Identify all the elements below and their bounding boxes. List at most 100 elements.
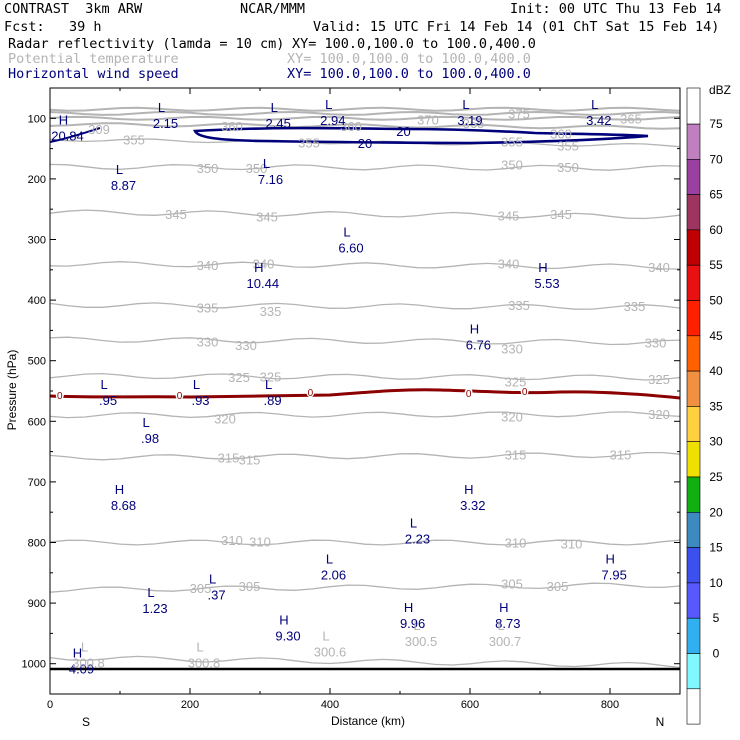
colorbar-swatch <box>686 159 701 195</box>
x-tick-label: 200 <box>181 699 199 711</box>
wind-extremum-value: 8.73 <box>495 616 520 631</box>
init-time: Init: 00 UTC Thu 13 Feb 14 <box>510 1 722 17</box>
colorbar-level: 5 <box>713 611 720 625</box>
theta-extremum-kind: L <box>322 629 329 644</box>
wind-extremum-kind: H <box>499 600 508 615</box>
wind-extremum-kind: L <box>591 97 598 112</box>
colorbar-level: 65 <box>709 188 723 202</box>
x-axis-label: Distance (km) <box>331 714 405 728</box>
theta-contour-305 <box>50 582 680 593</box>
wind-extremum-kind: H <box>279 612 288 627</box>
colorbar-swatch <box>686 582 701 619</box>
colorbar-level: 35 <box>709 399 723 413</box>
field-name-wind: Horizontal wind speed <box>8 66 179 82</box>
theta-label: 355 <box>123 133 145 148</box>
theta-contour-310 <box>50 539 680 546</box>
wind-extremum-kind: H <box>59 112 68 127</box>
wind-extremum-kind: L <box>271 100 278 115</box>
wind-speed-20-contour <box>193 126 649 145</box>
theta-label: 335 <box>624 299 646 314</box>
colorbar-swatch <box>686 511 701 548</box>
wind-extremum-kind: H <box>538 260 547 275</box>
field-xy-wind: XY= 100.0,100.0 to 100.0,400.0 <box>287 66 531 82</box>
theta-label: 350 <box>501 157 523 172</box>
wind-extremum-value: 6.76 <box>466 337 491 352</box>
theta-label: 315 <box>239 452 261 467</box>
theta-label: 335 <box>508 298 530 313</box>
colorbar-swatch <box>686 335 701 372</box>
field-name-theta: Potential temperature <box>8 51 179 67</box>
theta-label: 345 <box>256 209 278 224</box>
wind-extremum-kind: L <box>193 377 200 392</box>
colorbar-level: 70 <box>709 152 723 166</box>
theta-contours <box>50 106 680 669</box>
theta-label: 320 <box>501 409 523 424</box>
colorbar-unit: dBZ <box>709 83 731 97</box>
x-tick-label: 0 <box>47 699 53 711</box>
theta-label: 330 <box>501 342 523 357</box>
colorbar-level: 0 <box>713 647 720 661</box>
theta-label: 340 <box>498 257 520 272</box>
wind-extremum-kind: L <box>158 100 165 115</box>
north-label: N <box>656 715 665 729</box>
colorbar-level: 50 <box>709 294 723 308</box>
wind-label: 20 <box>358 136 372 151</box>
colorbar-swatch <box>686 229 701 266</box>
reflectivity-label-bg <box>464 387 473 398</box>
theta-contour-300 <box>50 655 680 669</box>
theta-label: 335 <box>197 300 219 315</box>
y-tick-label: 500 <box>28 356 46 368</box>
wind-extremum-kind: L <box>325 97 332 112</box>
theta-label: 315 <box>610 448 632 463</box>
theta-label: 310 <box>561 537 583 552</box>
wind-extremum-value: 5.53 <box>534 276 559 291</box>
field-name-reflectivity: Radar reflectivity (lamda = 10 cm) <box>8 36 285 52</box>
colorbar-swatch <box>686 476 701 513</box>
theta-contour-335 <box>50 302 680 310</box>
theta-label: 309 <box>88 122 110 137</box>
theta-label: 320 <box>648 407 670 422</box>
theta-label: 335 <box>260 304 282 319</box>
x-tick-label: 400 <box>321 699 339 711</box>
theta-label: 310 <box>249 534 271 549</box>
theta-contour-350 <box>50 163 680 171</box>
wind-extremum-kind: L <box>147 585 154 600</box>
wind-extremum-value: .89 <box>264 393 282 408</box>
theta-label: 350 <box>557 160 579 175</box>
y-tick-label: 600 <box>28 416 46 428</box>
theta-extremum-value: 300.8 <box>72 655 105 670</box>
y-tick-label: 100 <box>28 113 46 125</box>
wind-extremum-value: 2.94 <box>320 113 345 128</box>
wind-label: 20 <box>396 124 410 139</box>
wind-extremum-kind: H <box>470 321 479 336</box>
wind-extremum-kind: H <box>254 260 263 275</box>
reflectivity-label: 0 <box>57 391 63 402</box>
wind-extremum-value: .93 <box>191 393 209 408</box>
theta-extremum-value: 300.7 <box>489 634 522 649</box>
theta-contour-315 <box>50 451 680 461</box>
reflectivity-label-bg <box>306 387 315 398</box>
theta-label: 360 <box>221 119 243 134</box>
wind-extremum-kind: L <box>410 515 417 530</box>
theta-label: 315 <box>218 451 240 466</box>
theta-label: 345 <box>165 207 187 222</box>
colorbar-top-empty <box>686 87 701 125</box>
valid-time: Valid: 15 UTC Fri 14 Feb 14 (01 ChT Sat … <box>313 19 720 35</box>
theta-label: 305 <box>547 579 569 594</box>
header: CONTRAST 3km ARW NCAR/MMM Init: 00 UTC T… <box>0 0 740 85</box>
wind-extremum-kind: H <box>606 552 615 567</box>
theta-label: 340 <box>648 260 670 275</box>
wind-extremum-kind: L <box>100 377 107 392</box>
y-tick-label: 200 <box>28 174 46 186</box>
model-title: CONTRAST 3km ARW <box>4 1 143 17</box>
extrema-markers: L2.15L2.45L2.94L3.19L3.42H20.84L8.87L7.1… <box>51 97 627 676</box>
wind-extremum-value: 3.19 <box>457 113 482 128</box>
field-xy-reflectivity: XY= 100.0,100.0 to 100.0,400.0 <box>292 36 536 52</box>
reflectivity-label-bg <box>175 390 184 401</box>
wind-extremum-kind: L <box>116 162 123 177</box>
wind-extremum-value: 2.15 <box>153 116 178 131</box>
theta-contour-375 <box>50 106 680 112</box>
